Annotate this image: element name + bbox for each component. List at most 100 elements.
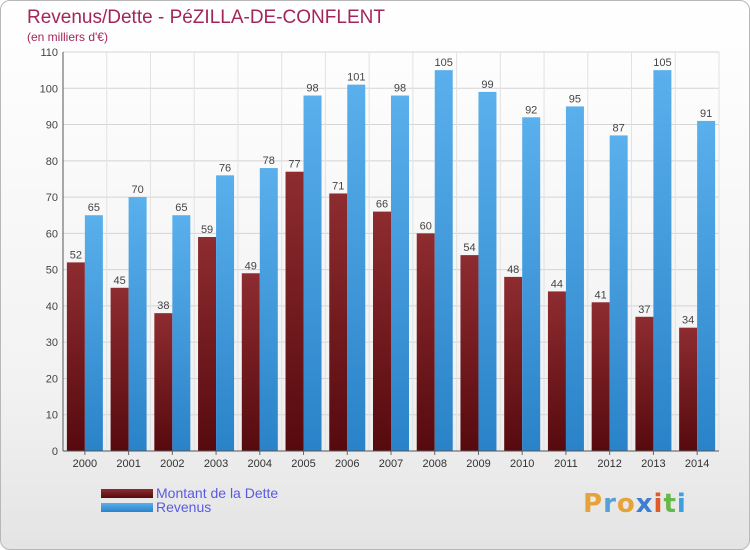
chart-title: Revenus/Dette - PéZILLA-DE-CONFLENT	[27, 7, 385, 28]
bar-debt-2002	[154, 313, 173, 451]
bar-debt-2007	[373, 211, 391, 451]
bar-debt-2009	[460, 255, 479, 451]
logo-letter: i	[676, 489, 687, 519]
bar-revenus-2000	[84, 215, 103, 451]
bar-debt-2010	[504, 276, 523, 451]
bar-revenus-2004	[259, 168, 278, 451]
data-label: 87	[613, 122, 625, 134]
x-tick-label: 2001	[116, 458, 140, 470]
bar-revenus-2002	[172, 215, 191, 451]
legend-item-revenus: Revenus	[101, 499, 361, 515]
data-label: 92	[525, 104, 537, 116]
data-label: 49	[245, 260, 257, 272]
y-tick-label: 80	[46, 156, 58, 168]
y-tick-label: 10	[46, 410, 58, 422]
y-tick-label: 20	[46, 373, 58, 385]
data-label: 78	[263, 155, 275, 167]
bar-revenus-2006	[347, 84, 366, 452]
bar-debt-2011	[547, 291, 566, 451]
data-label: 37	[638, 304, 650, 316]
x-tick-label: 2013	[641, 458, 665, 470]
legend-swatch-revenus	[101, 503, 153, 512]
x-tick-label: 2006	[335, 458, 359, 470]
bar-revenus-2005	[303, 95, 322, 451]
x-tick-label: 2000	[73, 458, 97, 470]
data-label: 98	[394, 83, 406, 95]
bar-debt-2000	[66, 262, 85, 451]
y-tick-label: 110	[40, 47, 58, 59]
bar-revenus-2001	[128, 197, 147, 451]
data-label: 91	[700, 108, 712, 120]
x-tick-label: 2014	[685, 458, 709, 470]
y-tick-label: 50	[46, 265, 58, 277]
logo-letter: i	[653, 489, 664, 519]
x-tick-label: 2012	[597, 458, 621, 470]
data-label: 98	[306, 83, 318, 95]
bar-revenus-2010	[522, 117, 541, 452]
logo-letter: r	[603, 489, 617, 519]
bar-debt-2004	[241, 273, 260, 451]
logo-letter: o	[616, 489, 636, 519]
x-tick-label: 2005	[291, 458, 315, 470]
bar-revenus-2008	[434, 70, 453, 452]
x-tick-label: 2010	[510, 458, 534, 470]
x-tick-label: 2011	[554, 458, 578, 470]
data-label: 77	[288, 159, 300, 171]
data-label: 34	[682, 315, 694, 327]
data-label: 76	[219, 162, 231, 174]
legend-label-revenus: Revenus	[156, 499, 212, 515]
x-tick-label: 2007	[379, 458, 403, 470]
data-label: 65	[175, 202, 187, 214]
data-label: 105	[653, 57, 671, 69]
data-label: 101	[347, 72, 365, 84]
data-label: 66	[376, 199, 388, 211]
data-label: 65	[88, 202, 100, 214]
bar-revenus-2013	[653, 70, 672, 452]
data-label: 44	[551, 278, 563, 290]
bar-debt-2008	[416, 233, 435, 451]
bar-revenus-2003	[216, 175, 235, 451]
legend-label-debt: Montant de la Dette	[156, 485, 279, 501]
legend-swatch-debt	[101, 489, 153, 498]
bar-debt-2013	[635, 316, 654, 451]
bar-debt-2001	[110, 287, 129, 451]
x-tick-label: 2002	[160, 458, 184, 470]
y-tick-label: 90	[46, 120, 58, 132]
legend: Montant de la Dette Revenus	[101, 485, 361, 515]
logo-letter: P	[583, 489, 604, 519]
data-label: 45	[113, 275, 125, 287]
data-label: 59	[201, 224, 213, 236]
data-label: 48	[507, 264, 519, 276]
axes: 0 10 20 30 40 50 60 70 80 90 100 110 2000 2001 2002 200…	[40, 47, 719, 470]
data-label: 54	[463, 242, 475, 254]
legend-item-debt: Montant de la Dette	[101, 485, 361, 501]
logo-letter: x	[635, 489, 654, 519]
bar-revenus-2012	[609, 135, 628, 451]
y-tick-label: 0	[52, 446, 58, 458]
bar-revenus-2014	[697, 120, 716, 451]
bar-debt-2005	[285, 171, 304, 451]
data-label: 99	[481, 79, 493, 91]
y-tick-label: 30	[46, 337, 58, 349]
x-tick-label: 2008	[422, 458, 446, 470]
chart-subtitle: (en milliers d'€)	[27, 30, 108, 44]
x-tick-label: 2003	[204, 458, 228, 470]
proxiti-logo: Proxiti	[583, 489, 687, 519]
y-tick-label: 40	[46, 301, 58, 313]
logo-letter: t	[663, 489, 677, 519]
bar-debt-2012	[591, 302, 610, 451]
bar-revenus-2007	[391, 95, 409, 451]
y-tick-label: 70	[46, 192, 58, 204]
bar-debt-2003	[198, 236, 217, 451]
data-labels: 52 65 45 70 38 65 59 76 49 78 77 98 71 101 66 98 60 105 54…	[70, 57, 713, 327]
data-label: 105	[435, 57, 453, 69]
data-label: 38	[157, 300, 169, 312]
bar-revenus-2011	[565, 106, 584, 451]
bar-debt-2006	[329, 193, 348, 452]
data-label: 70	[131, 184, 143, 196]
x-tick-label: 2009	[466, 458, 490, 470]
data-label: 52	[70, 249, 82, 261]
bars	[66, 70, 716, 452]
data-label: 60	[420, 220, 432, 232]
